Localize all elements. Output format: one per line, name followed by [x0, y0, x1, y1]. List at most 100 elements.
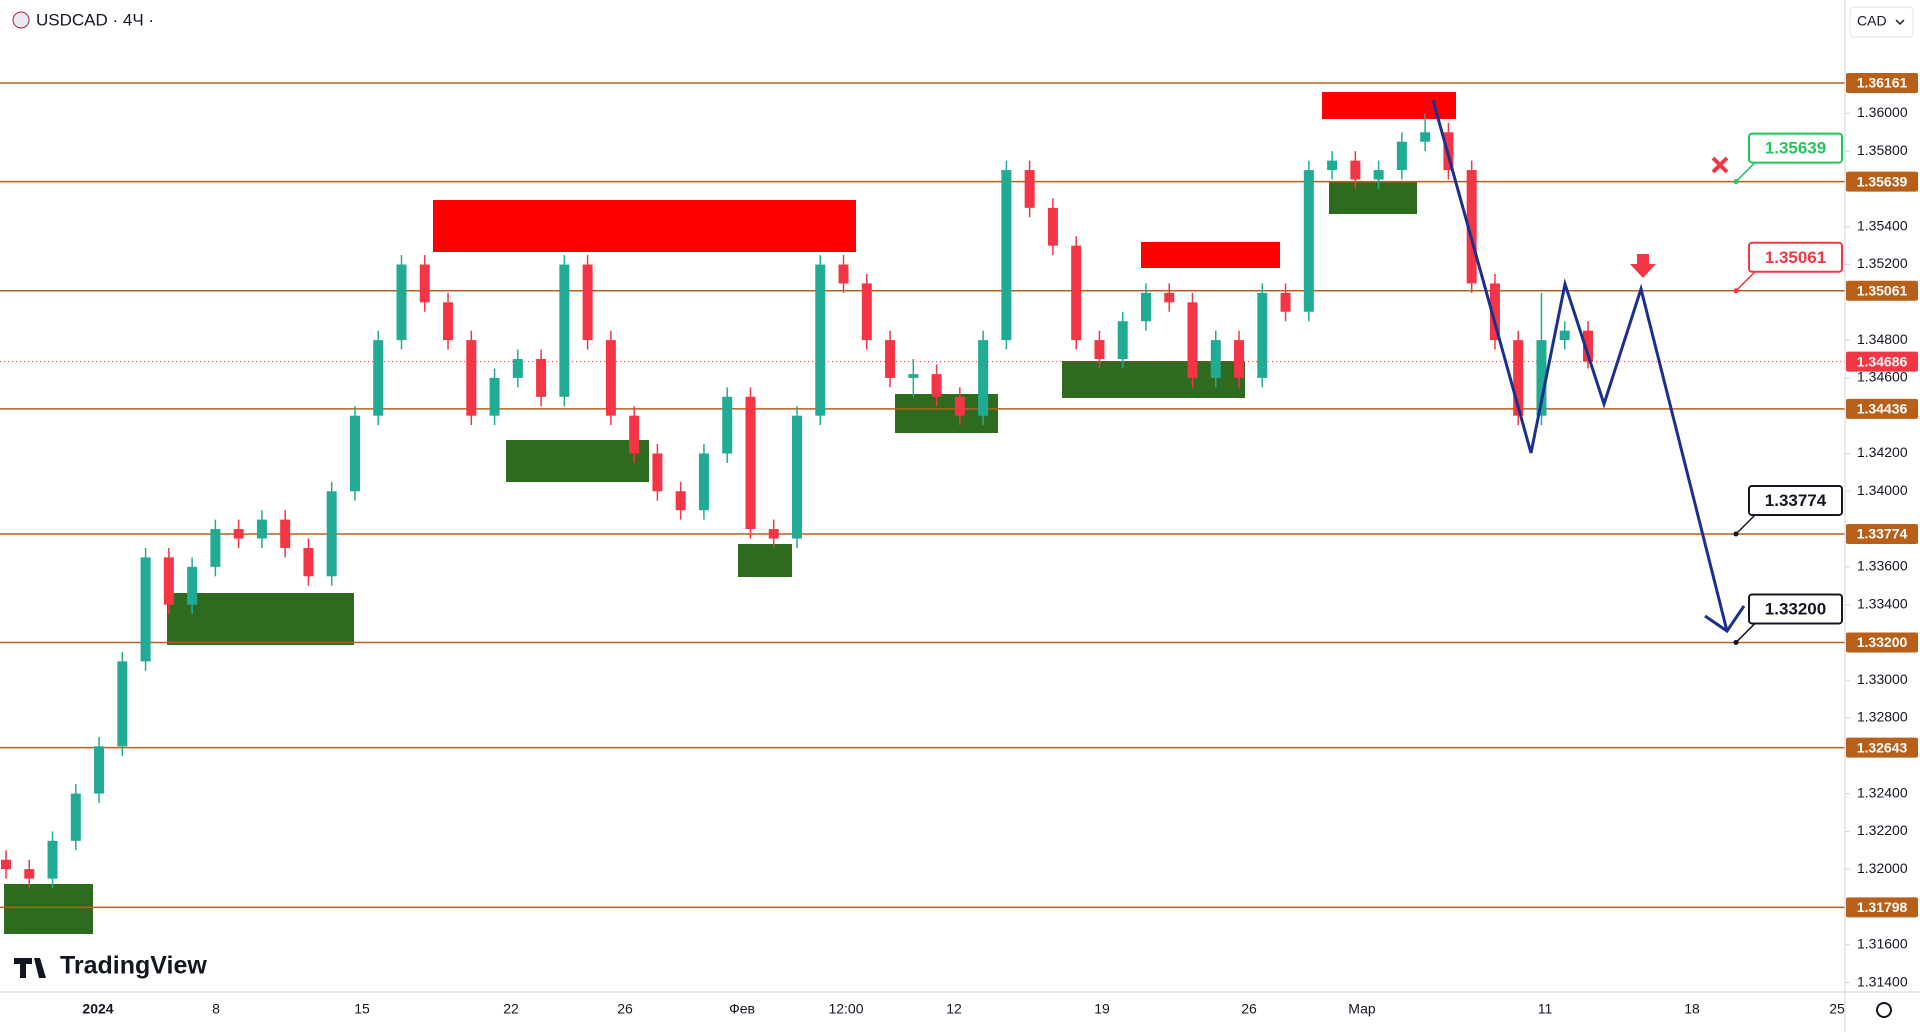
candle-body [815, 264, 826, 416]
level-label: 1.31798 [1857, 899, 1908, 915]
candle-body [582, 264, 593, 341]
y-tick-label: 1.33400 [1857, 595, 1908, 611]
candle-body [1583, 330, 1593, 362]
level-label: 1.34436 [1857, 401, 1908, 417]
candle-body [24, 869, 35, 879]
candle-body [187, 566, 198, 605]
y-tick-label: 1.35400 [1857, 217, 1908, 233]
candle-body [559, 264, 570, 397]
sell-arrow [1630, 254, 1656, 278]
callout-connector [1735, 162, 1756, 183]
callout-label: 1.35639 [1765, 139, 1826, 158]
x-tick-label: 19 [1094, 1001, 1110, 1017]
candle-body [722, 396, 733, 454]
candle-body [652, 453, 663, 492]
candle-body [1024, 170, 1035, 208]
candle-body [466, 340, 477, 416]
level-label: 1.36161 [1857, 75, 1908, 91]
y-tick-label: 1.31600 [1857, 935, 1908, 951]
axes: 1.36000 1.35800 1.35400 1.35200 1.34800 1.346… [82, 72, 1918, 1017]
candle-body [303, 547, 314, 577]
candle-body [117, 661, 128, 747]
candle-body [1071, 245, 1082, 341]
candle-body [163, 557, 174, 605]
candle-body [1350, 160, 1361, 180]
candle-body [931, 374, 942, 397]
candle-body [256, 519, 267, 539]
cancel-mark [1711, 156, 1729, 174]
candles [1, 113, 1593, 889]
logo-mark [14, 958, 46, 978]
x-tick-label: 26 [1241, 1001, 1257, 1017]
candle-body [792, 415, 802, 539]
logo-text: TradingView [60, 952, 207, 980]
y-tick-label: 1.31400 [1857, 973, 1908, 989]
symbol-header: USDCAD · 4Ч · [12, 10, 154, 29]
candle-body [1489, 283, 1500, 341]
y-tick-label: 1.35800 [1857, 142, 1908, 158]
level-tag [1846, 523, 1918, 544]
candle-body [1164, 292, 1175, 303]
x-tick-label: 12 [946, 1001, 962, 1017]
level-label: 1.35639 [1857, 173, 1908, 189]
demand-zone [1329, 181, 1417, 214]
x-tick-label: Мар [1348, 1001, 1376, 1017]
candle-body [233, 529, 244, 539]
callout-label: 1.35061 [1765, 248, 1826, 267]
candle-body [419, 264, 430, 303]
currency-label[interactable]: CAD [1857, 13, 1887, 29]
x-tick-label: 22 [503, 1001, 519, 1017]
x-tick-label: 15 [354, 1001, 370, 1017]
candle-body [1466, 170, 1477, 284]
projection-path [1431, 99, 1729, 632]
candle-body [1047, 207, 1058, 246]
callout-box [1748, 241, 1843, 273]
callout-connector [1735, 622, 1756, 643]
callout-box [1748, 484, 1843, 516]
candle-body [861, 283, 872, 341]
candle-body [512, 359, 523, 378]
dropdown-caret [1895, 19, 1905, 26]
projection-arrowhead [1704, 605, 1746, 634]
y-tick-label: 1.36000 [1857, 104, 1908, 120]
logo: TradingView [14, 952, 207, 980]
y-tick-label: 1.34800 [1857, 331, 1908, 347]
candle-body [1001, 170, 1012, 341]
demand-zone [4, 884, 93, 934]
x-tick-label: 26 [617, 1001, 633, 1017]
candle-body [954, 396, 965, 416]
x-tick-label: 8 [212, 1001, 220, 1017]
candle-body [47, 840, 58, 879]
level-tag [1846, 632, 1918, 653]
candle-body [1327, 160, 1338, 171]
y-tick-label: 1.33000 [1857, 671, 1908, 687]
level-label: 1.33774 [1857, 526, 1908, 542]
candle-body [978, 340, 989, 416]
candle-body [1094, 340, 1105, 360]
candle-body [885, 340, 896, 378]
candle-body [1210, 340, 1221, 378]
x-tick-label: 12:00 [828, 1001, 863, 1017]
callout-label: 1.33774 [1765, 491, 1827, 510]
level-label: 1.32643 [1857, 739, 1908, 755]
callouts: 1.35639 1.35061 1.33774 1.33200 [1733, 132, 1843, 645]
level-tag [1846, 737, 1918, 758]
last-price-label: 1.34686 [1857, 353, 1908, 369]
candle-body [768, 529, 779, 539]
y-tick-label: 1.34600 [1857, 369, 1908, 385]
levels [0, 82, 1845, 909]
candle-body [698, 453, 709, 511]
candle-body [1140, 292, 1151, 322]
y-tick-label: 1.32200 [1857, 822, 1908, 838]
currency-dropdown[interactable] [1849, 6, 1914, 38]
candle-body [1257, 292, 1268, 378]
candle-body [675, 491, 686, 511]
candle-body [349, 415, 360, 492]
y-tick-label: 1.32400 [1857, 784, 1908, 800]
candle-body [1373, 170, 1384, 180]
candle-body [1117, 321, 1128, 360]
candle-body [489, 377, 500, 416]
settings-button[interactable] [1876, 1002, 1892, 1018]
